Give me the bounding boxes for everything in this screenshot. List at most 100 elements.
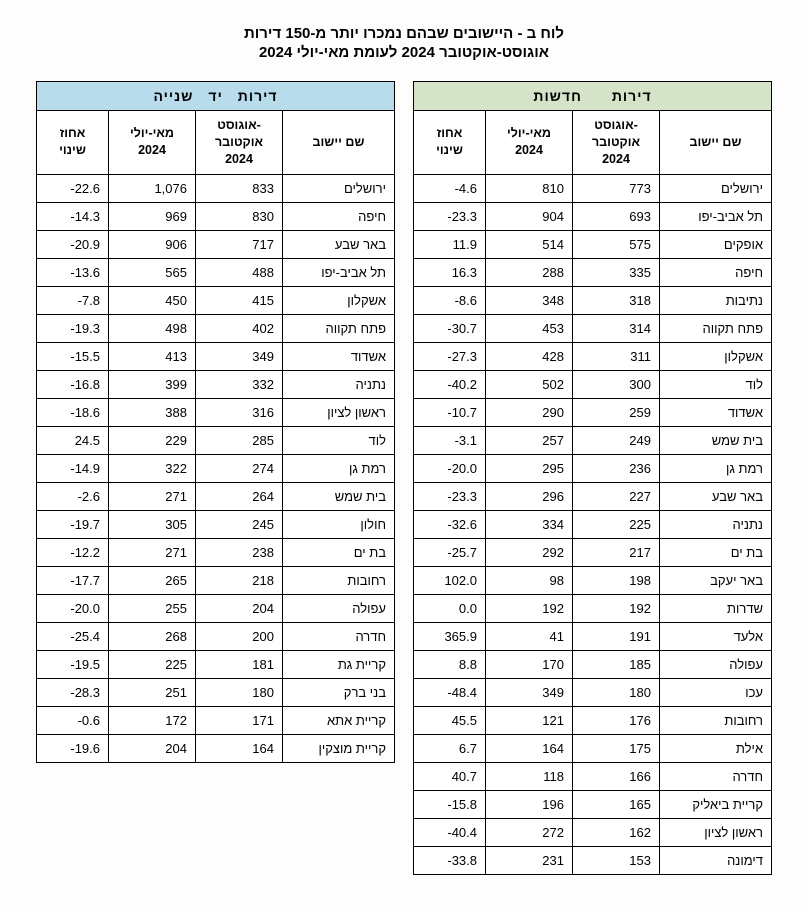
cell-pct: -25.7 (414, 538, 486, 566)
cell-may-jul: 906 (109, 230, 196, 258)
table-row: אשדוד259290-10.7 (414, 398, 772, 426)
table-new-title: דירות חדשות (414, 82, 772, 111)
cell-name: אשקלון (660, 342, 772, 370)
table-row: לוד28522924.5 (37, 426, 395, 454)
table-row: רמת גן236295-20.0 (414, 454, 772, 482)
cell-aug-oct: 180 (196, 678, 283, 706)
cell-may-jul: 118 (486, 762, 573, 790)
cell-aug-oct: 264 (196, 482, 283, 510)
table-row: לוד300502-40.2 (414, 370, 772, 398)
table-row: באר שבע717906-20.9 (37, 230, 395, 258)
table-used-header-row: שם יישוב אוגוסט- אוקטובר 2024 מאי-יולי 2… (37, 111, 395, 175)
cell-pct: -15.5 (37, 342, 109, 370)
cell-name: נתניה (660, 510, 772, 538)
cell-may-jul: 225 (109, 650, 196, 678)
col-pct: אחוז שינוי (37, 111, 109, 175)
cell-pct: -18.6 (37, 398, 109, 426)
cell-may-jul: 453 (486, 314, 573, 342)
cell-may-jul: 251 (109, 678, 196, 706)
cell-name: באר יעקב (660, 566, 772, 594)
table-row: ירושלים773810-4.6 (414, 174, 772, 202)
cell-aug-oct: 773 (573, 174, 660, 202)
cell-aug-oct: 166 (573, 762, 660, 790)
tables-container: דירות חדשות שם יישוב אוגוסט- אוקטובר 202… (20, 81, 788, 875)
cell-aug-oct: 245 (196, 510, 283, 538)
table-row: ירושלים8331,076-22.6 (37, 174, 395, 202)
cell-may-jul: 170 (486, 650, 573, 678)
cell-may-jul: 290 (486, 398, 573, 426)
cell-may-jul: 305 (109, 510, 196, 538)
cell-may-jul: 257 (486, 426, 573, 454)
cell-pct: -19.7 (37, 510, 109, 538)
title-line2: אוגוסט-אוקטובר 2024 לעומת מאי-יולי 2024 (20, 44, 788, 61)
cell-name: אלעד (660, 622, 772, 650)
cell-name: רחובות (283, 566, 395, 594)
table-row: באר יעקב19898102.0 (414, 566, 772, 594)
cell-aug-oct: 217 (573, 538, 660, 566)
cell-may-jul: 413 (109, 342, 196, 370)
cell-aug-oct: 198 (573, 566, 660, 594)
table-row: עפולה1851708.8 (414, 650, 772, 678)
cell-aug-oct: 171 (196, 706, 283, 734)
table-row: נתניה332399-16.8 (37, 370, 395, 398)
table-row: בת ים217292-25.7 (414, 538, 772, 566)
cell-pct: -23.3 (414, 202, 486, 230)
cell-may-jul: 271 (109, 538, 196, 566)
table-row: פתח תקווה402498-19.3 (37, 314, 395, 342)
cell-name: באר שבע (283, 230, 395, 258)
col-name: שם יישוב (660, 111, 772, 175)
cell-may-jul: 349 (486, 678, 573, 706)
table-row: קריית גת181225-19.5 (37, 650, 395, 678)
cell-name: נתניה (283, 370, 395, 398)
table-row: חולון245305-19.7 (37, 510, 395, 538)
cell-may-jul: 904 (486, 202, 573, 230)
cell-name: חדרה (283, 622, 395, 650)
cell-may-jul: 196 (486, 790, 573, 818)
cell-pct: 40.7 (414, 762, 486, 790)
cell-aug-oct: 192 (573, 594, 660, 622)
cell-name: ירושלים (283, 174, 395, 202)
cell-aug-oct: 488 (196, 258, 283, 286)
table-row: קריית ביאליק165196-15.8 (414, 790, 772, 818)
cell-pct: -48.4 (414, 678, 486, 706)
cell-name: פתח תקווה (283, 314, 395, 342)
cell-name: תל אביב-יפו (283, 258, 395, 286)
cell-may-jul: 98 (486, 566, 573, 594)
cell-pct: -32.6 (414, 510, 486, 538)
table-row: עכו180349-48.4 (414, 678, 772, 706)
cell-may-jul: 164 (486, 734, 573, 762)
cell-name: באר שבע (660, 482, 772, 510)
cell-pct: -23.3 (414, 482, 486, 510)
cell-aug-oct: 238 (196, 538, 283, 566)
cell-may-jul: 229 (109, 426, 196, 454)
cell-name: חיפה (660, 258, 772, 286)
cell-aug-oct: 259 (573, 398, 660, 426)
cell-pct: 11.9 (414, 230, 486, 258)
cell-name: רמת גן (660, 454, 772, 482)
cell-may-jul: 502 (486, 370, 573, 398)
table-row: בית שמש264271-2.6 (37, 482, 395, 510)
table-row: נתיבות318348-8.6 (414, 286, 772, 314)
cell-pct: -13.6 (37, 258, 109, 286)
cell-pct: 8.8 (414, 650, 486, 678)
cell-pct: -19.3 (37, 314, 109, 342)
table-row: דימונה153231-33.8 (414, 846, 772, 874)
table-row: שדרות1921920.0 (414, 594, 772, 622)
cell-name: קריית מוצקין (283, 734, 395, 762)
cell-pct: -8.6 (414, 286, 486, 314)
cell-pct: -14.3 (37, 202, 109, 230)
cell-aug-oct: 175 (573, 734, 660, 762)
cell-pct: -4.6 (414, 174, 486, 202)
cell-may-jul: 810 (486, 174, 573, 202)
cell-name: אופקים (660, 230, 772, 258)
cell-may-jul: 334 (486, 510, 573, 538)
col-pct: אחוז שינוי (414, 111, 486, 175)
table-row: חיפה830969-14.3 (37, 202, 395, 230)
cell-aug-oct: 335 (573, 258, 660, 286)
cell-may-jul: 41 (486, 622, 573, 650)
cell-aug-oct: 191 (573, 622, 660, 650)
cell-name: לוד (660, 370, 772, 398)
table-row: ראשון לציון316388-18.6 (37, 398, 395, 426)
cell-name: תל אביב-יפו (660, 202, 772, 230)
table-row: אשקלון311428-27.3 (414, 342, 772, 370)
